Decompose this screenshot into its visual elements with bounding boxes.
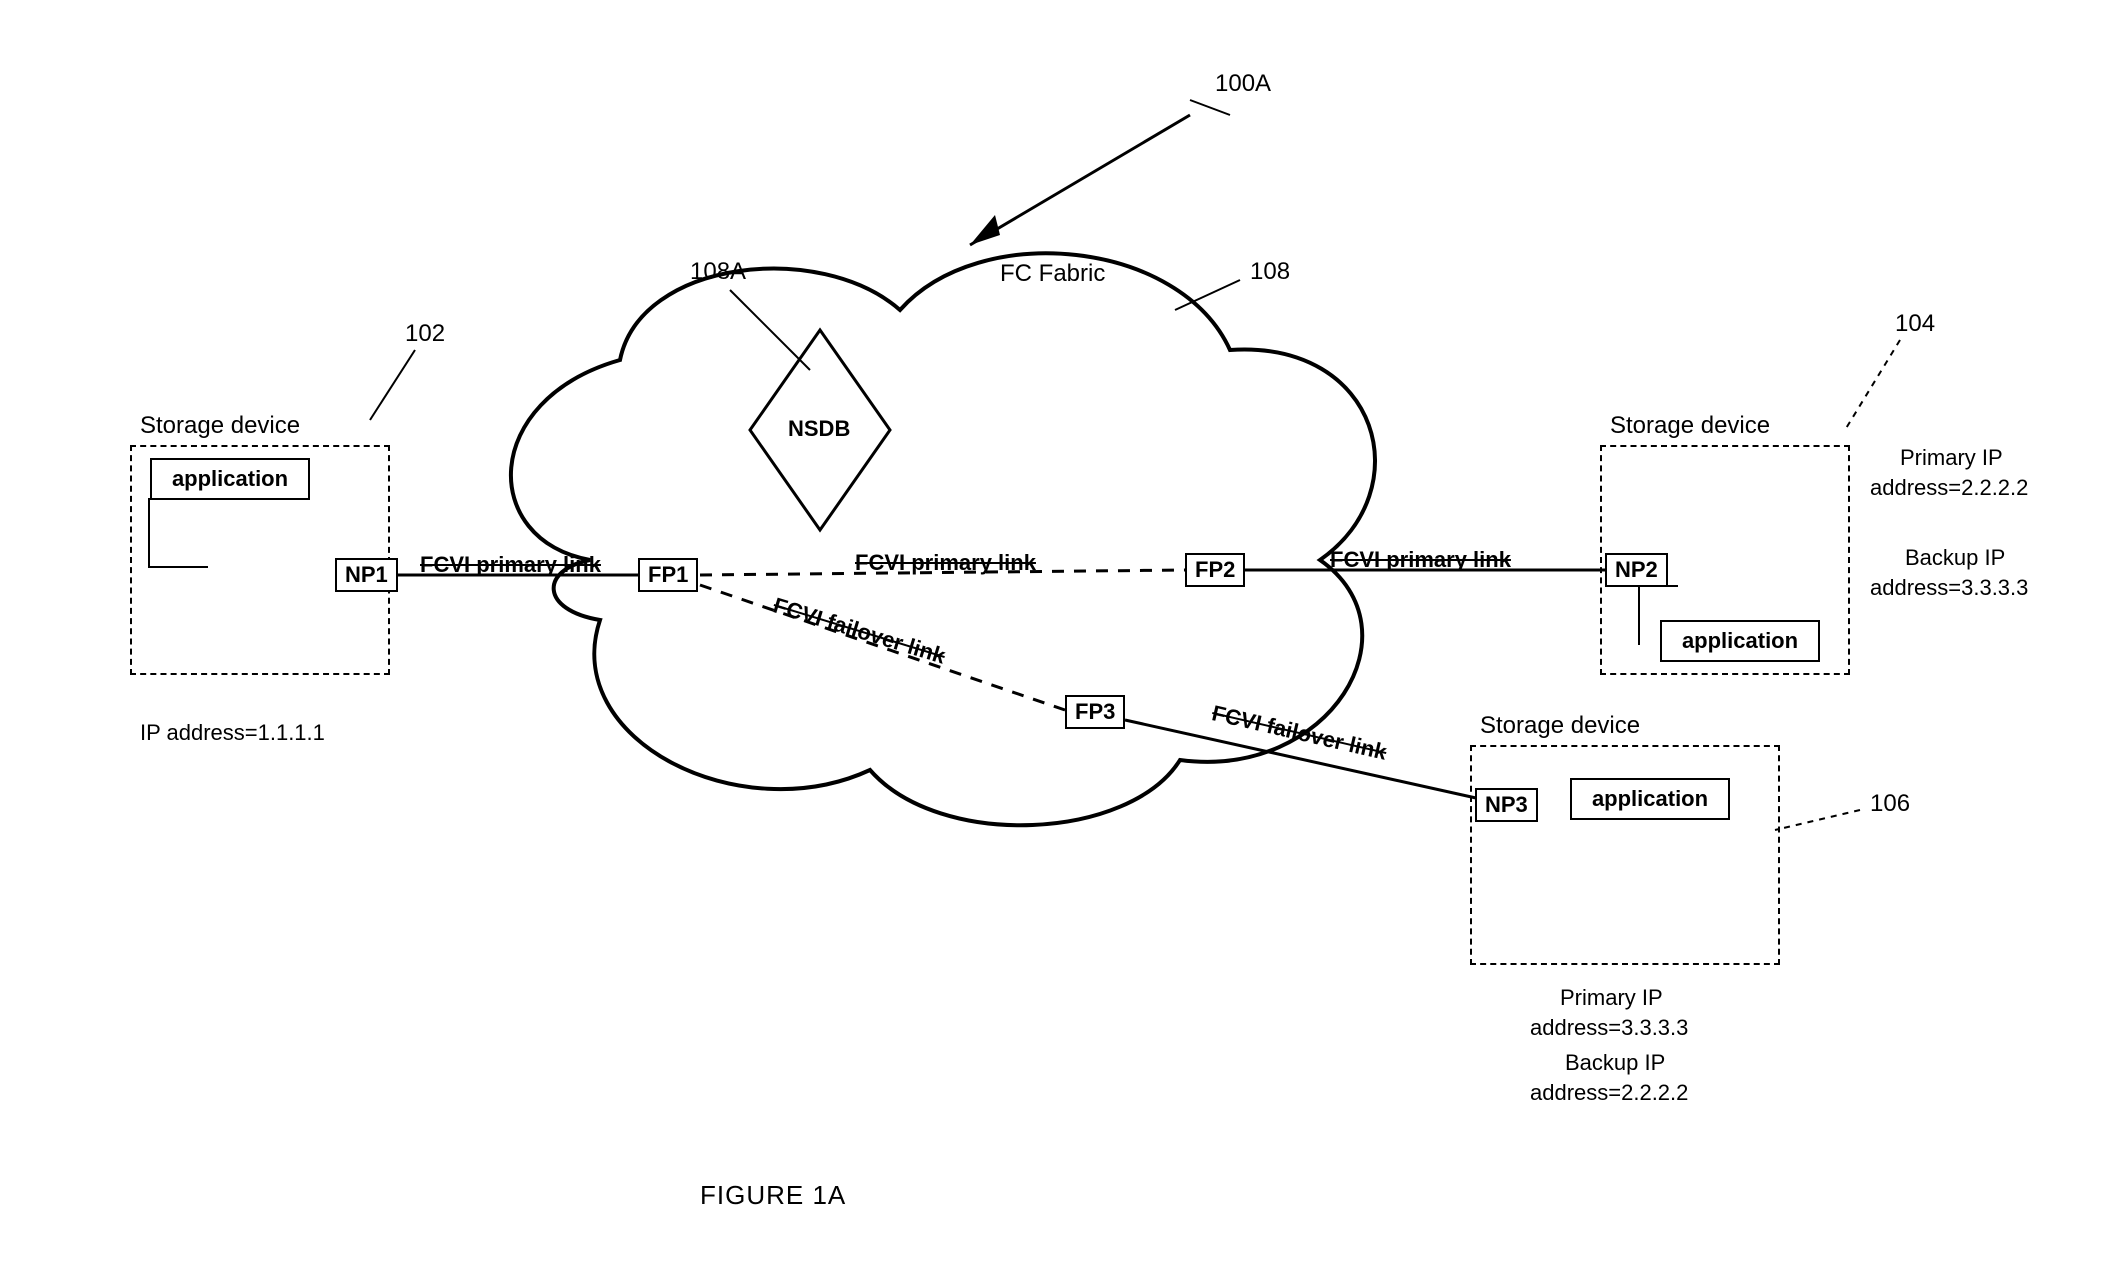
app1-tail-bottom	[148, 566, 208, 568]
np3-label: NP3	[1485, 792, 1528, 817]
ref-100a-leader	[970, 115, 1190, 245]
diagram-canvas: 100A 108A FC Fabric 108 102 104 106 NSDB…	[0, 0, 2118, 1265]
link-primary-1: FCVI primary link	[420, 552, 601, 578]
ref-100a-tick	[1190, 100, 1230, 115]
app2-label: application	[1682, 628, 1798, 654]
ref-106-leader	[1775, 810, 1860, 830]
fp1-label: FP1	[648, 562, 688, 587]
ref-102-leader	[370, 350, 415, 420]
port-np1: NP1	[335, 558, 398, 592]
port-fp2: FP2	[1185, 553, 1245, 587]
ref-108a: 108A	[690, 258, 746, 286]
ip-dev2-p2: address=2.2.2.2	[1870, 475, 2028, 501]
app2-tail	[1638, 585, 1640, 645]
storage-device-1-title: Storage device	[140, 412, 300, 440]
storage-device-2-app: application	[1660, 620, 1820, 662]
link-primary-2: FCVI primary link	[855, 550, 1036, 576]
fc-fabric-label: FC Fabric	[1000, 260, 1105, 288]
link-primary-3: FCVI primary link	[1330, 547, 1511, 573]
ref-108: 108	[1250, 258, 1290, 286]
ip-dev3-p1: Primary IP	[1560, 985, 1663, 1011]
ref-100a: 100A	[1215, 70, 1271, 98]
np2-label: NP2	[1615, 557, 1658, 582]
port-fp3: FP3	[1065, 695, 1125, 729]
app1-label: application	[172, 466, 288, 492]
ref-100a-arrowhead	[970, 215, 1000, 245]
storage-device-2-title: Storage device	[1610, 412, 1770, 440]
ip-dev3-b1: Backup IP	[1565, 1050, 1665, 1076]
ip-dev2-b2: address=3.3.3.3	[1870, 575, 2028, 601]
ref-104-leader	[1845, 340, 1900, 430]
np1-label: NP1	[345, 562, 388, 587]
app2-tail-top	[1638, 585, 1678, 587]
app3-label: application	[1592, 786, 1708, 812]
ip-dev2-b1: Backup IP	[1905, 545, 2005, 571]
fp2-label: FP2	[1195, 557, 1235, 582]
storage-device-1-app: application	[150, 458, 310, 500]
cloud-shape	[511, 253, 1375, 825]
nsdb-label: NSDB	[788, 416, 850, 442]
ref-108a-leader	[730, 290, 810, 370]
ip-dev3-b2: address=2.2.2.2	[1530, 1080, 1688, 1106]
storage-device-3-app: application	[1570, 778, 1730, 820]
port-np3: NP3	[1475, 788, 1538, 822]
ip-dev2-p1: Primary IP	[1900, 445, 2003, 471]
fp3-label: FP3	[1075, 699, 1115, 724]
port-fp1: FP1	[638, 558, 698, 592]
app1-tail	[148, 498, 150, 568]
figure-title: FIGURE 1A	[700, 1180, 846, 1211]
ip-dev3-p2: address=3.3.3.3	[1530, 1015, 1688, 1041]
ref-106: 106	[1870, 790, 1910, 818]
ref-102: 102	[405, 320, 445, 348]
port-np2: NP2	[1605, 553, 1668, 587]
ref-104: 104	[1895, 310, 1935, 338]
ip-dev1: IP address=1.1.1.1	[140, 720, 325, 746]
storage-device-3-title: Storage device	[1480, 712, 1640, 740]
